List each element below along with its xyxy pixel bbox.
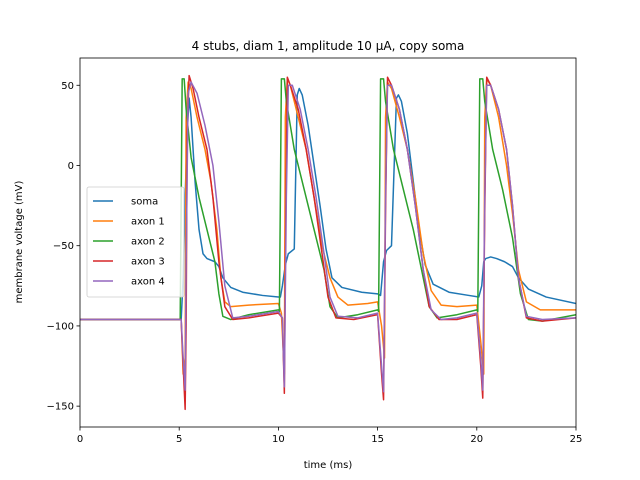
chart-title: 4 stubs, diam 1, amplitude 10 µA, copy s… [192,39,465,53]
x-tick-label: 10 [272,434,285,445]
legend-label: soma [131,197,158,208]
y-tick-label: −100 [47,321,74,332]
series-layer [80,74,576,411]
x-axis: 0 5 10 15 20 25 [77,427,583,445]
series-line-axon-4 [80,81,576,393]
x-tick-label: 5 [176,434,182,445]
x-tick-label: 25 [570,434,583,445]
y-axis: −150 −100 −50 0 50 [47,81,80,413]
y-axis-label: membrane voltage (mV) [14,180,25,303]
series-line-soma [80,87,576,321]
series-line-axon-2 [80,78,576,322]
series-line-axon-1 [80,78,576,375]
x-axis-label: time (ms) [304,460,353,471]
legend: soma axon 1 axon 2 axon 3 axon 4 [86,186,185,298]
y-tick-label: −150 [47,402,74,413]
legend-label: axon 4 [131,277,165,288]
y-tick-label: 50 [61,81,74,92]
x-tick-label: 15 [371,434,384,445]
plot-frame [79,57,577,428]
legend-box [86,186,185,298]
y-tick-label: −50 [53,241,74,252]
x-tick-label: 20 [470,434,483,445]
legend-label: axon 2 [131,237,165,248]
legend-label: axon 1 [131,217,165,228]
legend-label: axon 3 [131,257,165,268]
y-tick-label: 0 [68,161,74,172]
x-tick-label: 0 [77,434,83,445]
